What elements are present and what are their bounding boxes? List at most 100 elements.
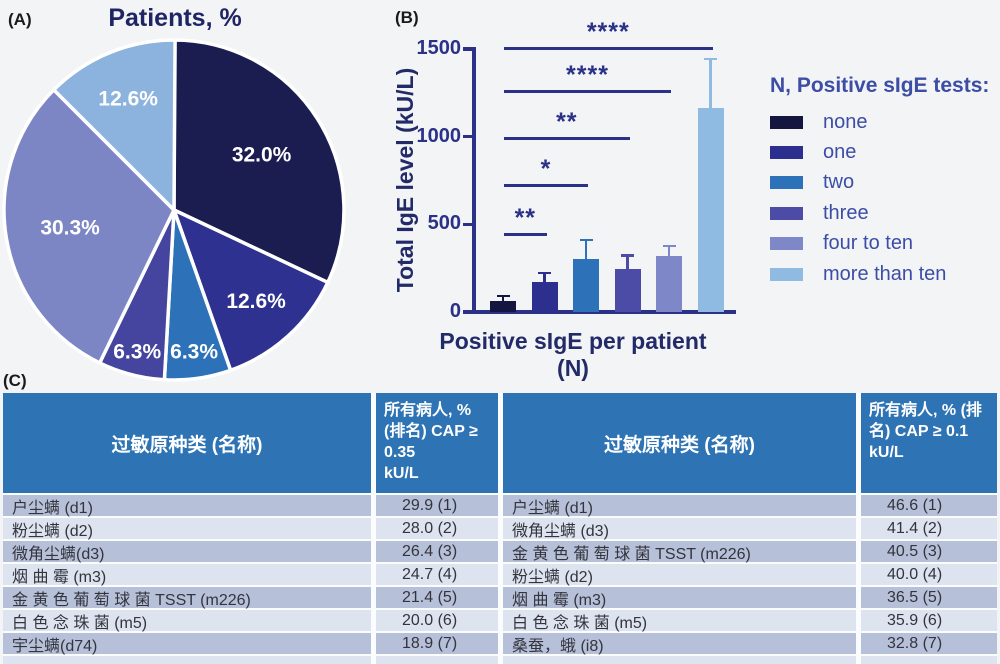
y-axis-tick-label: 0 <box>449 300 461 322</box>
error-bar-stem <box>543 274 546 282</box>
pie-slice-more-than-ten <box>52 38 177 212</box>
table-header-allergen-left: 过敏原种类 (名称) <box>3 393 371 493</box>
legend-label: three <box>823 201 869 224</box>
allergen-percent-left: 21.4 (5) <box>376 587 498 608</box>
allergen-name-right: 桑蚕，蛾 (i8) <box>503 633 856 655</box>
allergen-percent-left: 18.9 (7) <box>376 633 498 654</box>
legend-label: none <box>823 110 868 133</box>
pie-slice-percentage-label: 12.6% <box>226 290 286 313</box>
allergen-percent-left <box>376 656 498 664</box>
allergen-percent-right: 35.9 (6) <box>861 610 997 631</box>
pie-slice-four-to-ten <box>2 88 176 365</box>
pie-slice-percentage-label: 12.6% <box>98 87 158 110</box>
legend-label: more than ten <box>823 262 947 285</box>
error-bar-cap <box>538 271 551 275</box>
allergen-name-right <box>503 656 856 664</box>
legend-item-more-than-ten: more than ten <box>770 262 947 285</box>
allergen-percent-left: 29.9 (1) <box>376 495 498 516</box>
panel-c-label: (C) <box>3 371 27 390</box>
legend-title: N, Positive sIgE tests: <box>770 74 990 97</box>
legend-color-swatch <box>770 206 803 220</box>
table-header-percent-cap035: 所有病人, % (排名) CAP ≥ 0.35 kU/L <box>376 393 498 493</box>
significance-stars: **** <box>566 61 609 89</box>
panel-pie: (A) Patients, % 32.0% 12.6% 6.3% 6.3% 30.3% 1… <box>0 0 378 392</box>
allergen-name-right: 烟 曲 霉 (m3) <box>503 587 856 609</box>
legend-color-swatch <box>770 267 803 281</box>
error-bar-stem <box>667 247 671 256</box>
allergen-percent-right <box>861 656 997 664</box>
allergen-table: 过敏原种类 (名称) 所有病人, % (排名) CAP ≥ 0.35 kU/L … <box>3 393 997 664</box>
allergen-percent-right: 40.0 (4) <box>861 564 997 585</box>
allergen-name-left: 金 黄 色 葡 萄 球 菌 TSST (m226) <box>3 587 371 609</box>
error-bar-stem <box>626 256 629 270</box>
error-bar-stem <box>501 297 505 301</box>
significance-line <box>504 137 630 140</box>
legend-label: four to ten <box>823 232 914 255</box>
significance-stars: * <box>540 155 552 183</box>
allergen-name-left <box>3 656 371 664</box>
legend-color-swatch <box>770 115 803 129</box>
table-header-percent-cap01: 所有病人, % (排 名) CAP ≥ 0.1 kU/L <box>861 393 997 493</box>
pie-slice-percentage-label: 6.3% <box>113 341 161 364</box>
allergen-percent-right: 41.4 (2) <box>861 518 997 539</box>
allergen-name-left: 白 色 念 珠 菌 (m5) <box>3 610 371 632</box>
significance-line <box>504 90 671 93</box>
allergen-name-right: 户尘螨 (d1) <box>503 495 856 517</box>
allergen-percent-left: 28.0 (2) <box>376 518 498 539</box>
allergen-name-left: 粉尘螨 (d2) <box>3 518 371 540</box>
panel-table: (C) 过敏原种类 (名称) 所有病人, % (排名) CAP ≥ 0.35 k… <box>0 364 1000 664</box>
significance-stars: ** <box>556 108 578 136</box>
allergen-name-right: 微角尘螨 (d3) <box>503 518 856 540</box>
panel-bar-chart: (B) Total IgE level (kU/L) ** * ** **** ****… <box>378 0 1000 392</box>
y-axis-tick <box>463 134 472 139</box>
legend-item-three: three <box>770 201 869 224</box>
x-axis-title: Positive sIgE per patient (N) <box>439 328 707 381</box>
pie-title: Patients, % <box>108 4 242 32</box>
allergen-name-left: 烟 曲 霉 (m3) <box>3 564 371 586</box>
bar-two <box>573 258 599 312</box>
legend-item-two: two <box>770 171 854 193</box>
y-axis-tick <box>463 310 472 314</box>
y-axis-title: Total IgE level (kU/L) <box>392 67 418 293</box>
table-header-allergen-right: 过敏原种类 (名称) <box>503 393 856 493</box>
error-bar-cap <box>662 244 676 248</box>
allergen-percent-right: 40.5 (3) <box>861 541 997 562</box>
allergen-name-left: 宇尘螨(d74) <box>3 633 371 655</box>
y-axis-tick-label: 500 <box>427 212 461 235</box>
legend-color-swatch <box>770 176 803 190</box>
y-axis-tick-label: 1500 <box>416 37 462 59</box>
legend-label: one <box>823 140 857 163</box>
allergen-name-left: 微角尘螨(d3) <box>3 541 371 563</box>
allergen-percent-right: 32.8 (7) <box>861 633 997 654</box>
pie-slice-percentage-label: 30.3% <box>40 217 100 240</box>
pie-slice-percentage-label: 32.0% <box>232 143 292 166</box>
error-bar-cap <box>704 57 717 61</box>
legend-item-none: none <box>770 110 868 133</box>
significance-line <box>504 47 713 51</box>
bar-more-than-ten <box>697 107 724 312</box>
allergen-name-right: 金 黄 色 葡 萄 球 菌 TSST (m226) <box>503 541 856 563</box>
bar-four-to-ten <box>656 255 682 312</box>
allergen-name-right: 粉尘螨 (d2) <box>503 564 856 586</box>
error-bar-cap <box>579 238 593 241</box>
legend-color-swatch <box>770 237 803 251</box>
pie-slice-none <box>172 38 346 285</box>
allergen-percent-left: 20.0 (6) <box>376 610 498 631</box>
error-bar-cap <box>496 294 510 298</box>
legend-color-swatch <box>770 145 803 159</box>
error-bar-stem <box>584 241 588 259</box>
legend-item-one: one <box>770 140 857 163</box>
pie-chart: 32.0% 12.6% 6.3% 6.3% 30.3% 12.6% <box>2 38 346 382</box>
bar-three <box>614 269 641 312</box>
significance-stars: ** <box>514 204 537 233</box>
error-bar-stem <box>709 60 712 108</box>
allergen-percent-left: 24.7 (4) <box>376 564 498 585</box>
error-bar-cap <box>621 254 634 257</box>
significance-line <box>504 184 588 187</box>
y-axis-tick <box>463 222 472 227</box>
allergen-percent-right: 46.6 (1) <box>861 495 997 516</box>
bar-plot-area: ** * ** **** **** <box>474 18 744 312</box>
y-axis-line <box>472 47 476 314</box>
allergen-name-left: 户尘螨 (d1) <box>3 495 371 517</box>
bar-one <box>531 281 558 312</box>
